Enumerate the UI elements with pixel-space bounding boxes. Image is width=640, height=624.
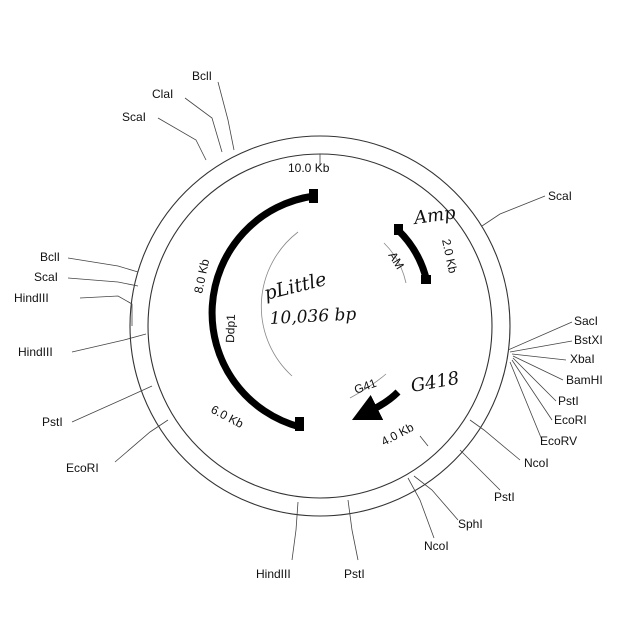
g418-gene-arrow (351, 389, 401, 421)
g418-inner-label: G41 (352, 376, 378, 397)
leader-pst1-left (71, 385, 153, 423)
ddp1-label: Ddp1 (223, 314, 238, 343)
amp-inner-label: AM (385, 249, 406, 272)
site-bamh1: BamHI (566, 373, 603, 387)
leader-pst1-bottom (347, 499, 359, 561)
site-cla1: ClaI (152, 87, 173, 101)
tick-4kb (419, 435, 429, 447)
leader-sca1-left (67, 277, 139, 287)
site-pst1-lowright: PstI (494, 490, 515, 504)
leader-bcl1-left (67, 257, 139, 273)
amp-label: Amp (411, 202, 458, 229)
leader-ecorv (509, 361, 543, 441)
ddp1-arc-end-top (309, 189, 318, 203)
leader-hind3-left (71, 333, 147, 353)
leader-nco1-bottom (407, 477, 435, 539)
plasmid-size: 10,036 bp (269, 304, 357, 329)
kb-label-6: 6.0 Kb (209, 402, 246, 431)
site-pst1-left: PstI (42, 415, 63, 429)
leader-cla1 (184, 97, 223, 153)
site-nco1-bottom: NcoI (424, 539, 449, 553)
g418-inner-arc (349, 373, 387, 399)
amp-arc-end-top (394, 224, 403, 235)
site-xba1: XbaI (570, 352, 595, 366)
site-hind3-left: HindIII (18, 345, 53, 359)
site-ecorv: EcoRV (540, 434, 577, 448)
amp-arc-end-bottom (421, 275, 431, 284)
site-bcl1-left: BclI (40, 250, 60, 264)
leader-sca1-top (157, 117, 207, 161)
site-bcl1-top: BclI (192, 69, 212, 83)
leader-nco1-right (469, 419, 521, 461)
leader-pst1-lowright (459, 449, 501, 491)
leader-sca1-right (481, 195, 546, 227)
kb-label-2: 2.0 Kb (439, 238, 460, 275)
kb-label-8: 8.0 Kb (191, 257, 212, 294)
site-hind3-bottom: HindIII (256, 567, 291, 581)
site-nco1-right: NcoI (524, 456, 549, 470)
kb-label-4: 4.0 Kb (379, 420, 416, 449)
leader-sph1 (413, 475, 459, 521)
leader-bcl1-top (217, 81, 235, 151)
g418-label: G418 (409, 368, 461, 397)
site-sca1-left: ScaI (34, 270, 58, 284)
leader-pst1-right (512, 357, 557, 402)
site-sph1: SphI (458, 517, 483, 531)
leader-bstx1 (509, 340, 573, 353)
ddp1-inner-arc (260, 231, 299, 377)
leader-hind3-upperleft (79, 295, 133, 326)
leader-hind3-bottom (291, 501, 299, 561)
kb-label-10: 10.0 Kb (288, 161, 330, 175)
ddp1-arc-end-bottom (295, 417, 304, 431)
leader-sac1 (507, 321, 573, 351)
site-sca1-top: ScaI (122, 110, 146, 124)
amp-inner-arc (383, 242, 407, 284)
site-ecor1-right: EcoRI (554, 413, 587, 427)
ddp1-gene-arc (208, 192, 315, 431)
site-pst1-right: PstI (558, 394, 579, 408)
site-sac1: SacI (574, 314, 598, 328)
leader-ecor1-left (114, 419, 169, 463)
site-bstx1: BstXI (574, 333, 603, 347)
leader-xba1 (511, 353, 567, 361)
leader-bamh1 (512, 355, 564, 381)
leader-ecor1-right (511, 359, 553, 421)
site-hind3-upperleft: HindIII (14, 291, 49, 305)
site-ecor1-left: EcoRI (66, 461, 99, 475)
plasmid-name: pLittle (262, 268, 329, 305)
site-sca1-right: ScaI (548, 189, 572, 203)
site-leaders (67, 81, 573, 561)
site-pst1-bottom: PstI (344, 567, 365, 581)
outer-ring (129, 135, 511, 517)
